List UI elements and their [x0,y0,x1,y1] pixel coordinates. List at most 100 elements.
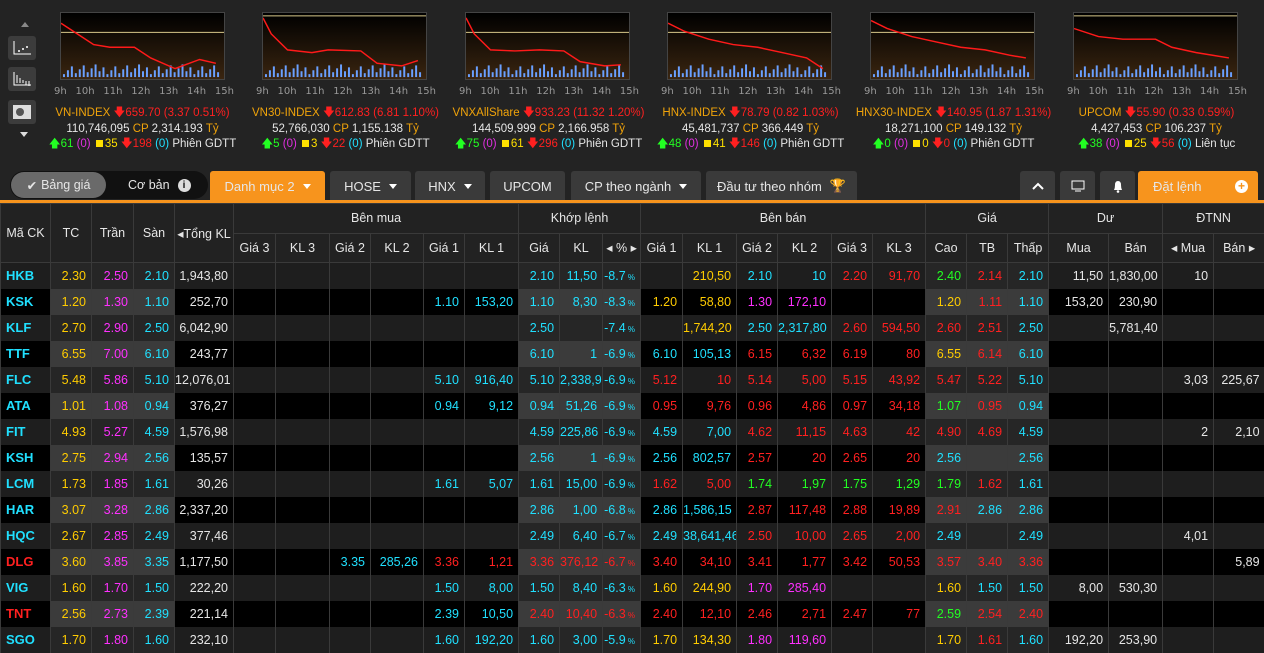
index-summary[interactable]: VN-INDEX 🡇659.70 (3.37 0.51%) 110,746,09… [40,106,245,153]
symbol-cell[interactable]: HKB [1,263,51,289]
symbol-cell[interactable]: KSK [1,289,51,315]
symbol-cell[interactable]: DLG [1,549,51,575]
subheader[interactable]: Giá 3 [832,233,873,263]
place-order-button[interactable]: Đặt lệnh+ [1138,171,1258,201]
volume-bar [213,65,215,77]
avg-cell: 4.69 [967,419,1008,445]
scroll-up-icon[interactable] [21,22,29,27]
subheader[interactable]: Giá 2 [330,233,371,263]
sell-vol-1-cell: 7,00 [683,419,737,445]
scroll-down-icon[interactable] [20,132,28,137]
subheader[interactable]: Mua [1049,233,1109,263]
index-mini-chart[interactable] [465,12,630,80]
subheader[interactable]: ◂ % ▸ [603,233,641,263]
tab-hnx[interactable]: HNX [415,171,485,201]
subheader[interactable]: Giá 2 [737,233,778,263]
layout-icon[interactable] [8,100,36,124]
subheader[interactable]: KL 2 [778,233,832,263]
tab-danh-mục-2[interactable]: Danh mục 2 [210,171,325,201]
subheader[interactable]: KL 3 [873,233,926,263]
subheader[interactable]: Giá 1 [424,233,465,263]
tab-upcom[interactable]: UPCOM [490,171,565,201]
subheader[interactable]: KL 3 [276,233,330,263]
tab-đầu-tư-theo-nhóm[interactable]: Đầu tư theo nhóm🏆 [706,171,857,201]
index-change: (0.33 0.59%) [1168,107,1234,119]
toggle-bang-gia[interactable]: ✔Bảng giá [11,172,106,198]
header-symbol[interactable]: Mã CK [1,204,51,263]
subheader[interactable]: ◂ Mua [1163,233,1214,263]
index-mini-chart[interactable] [262,12,427,80]
subheader[interactable]: KL 1 [465,233,519,263]
index-summary[interactable]: UPCOM 🡇55.90 (0.33 0.59%) 4,427,453 CP 1… [1054,106,1259,153]
subheader[interactable]: Bán ▸ [1214,233,1264,263]
session-label: Phiên GDTT [366,138,430,150]
index-summary[interactable]: HNX-INDEX 🡇78.79 (0.82 1.03%) 45,481,737… [648,106,853,153]
header-tran[interactable]: Trần [92,204,134,263]
fullscreen-button[interactable] [1060,171,1095,201]
subheader[interactable]: Giá [519,233,560,263]
symbol-cell[interactable]: FLC [1,367,51,393]
symbol-cell[interactable]: HAR [1,497,51,523]
symbol-cell[interactable]: TNT [1,601,51,627]
header-san[interactable]: Sàn [134,204,175,263]
ceiling-count: (0) [283,138,297,150]
symbol-cell[interactable]: TTF [1,341,51,367]
tab-cp-theo-ngành[interactable]: CP theo ngành [571,171,701,201]
sell-vol-3-cell [873,575,926,601]
symbol-cell[interactable]: LCM [1,471,51,497]
header-tc[interactable]: TC [51,204,92,263]
subheader[interactable]: KL 2 [371,233,424,263]
symbol-cell[interactable]: VIG [1,575,51,601]
scatter-chart-icon[interactable] [8,36,36,60]
volume-bar [1147,68,1149,77]
bar-chart-icon[interactable] [8,67,36,91]
subheader[interactable]: Giá 1 [641,233,683,263]
subheader[interactable]: TB [967,233,1008,263]
index-mini-chart[interactable] [667,12,832,80]
subheader[interactable]: Thấp [1008,233,1049,263]
notification-button[interactable] [1100,171,1135,201]
index-summary[interactable]: VN30-INDEX 🡇612.83 (6.81 1.10%) 52,766,0… [243,106,448,153]
index-summary[interactable]: HNX30-INDEX 🡇140.95 (1.87 1.31%) 18,271,… [851,106,1056,153]
subheader[interactable]: KL 1 [683,233,737,263]
tab-hose[interactable]: HOSE [330,171,411,201]
subheader[interactable]: Giá 3 [234,233,276,263]
index-mini-chart[interactable] [1073,12,1238,80]
symbol-cell[interactable]: FIT [1,419,51,445]
volume-bar [1183,65,1185,77]
symbol-cell[interactable]: HQC [1,523,51,549]
ceiling-count: (0) [483,138,497,150]
index-mini-chart[interactable] [60,12,225,80]
symbol-cell[interactable]: SGO [1,627,51,653]
buy-vol-2-cell [371,627,424,653]
index-mini-chart[interactable] [870,12,1035,80]
percent-sign: % [626,637,635,646]
subheader[interactable]: Bán [1109,233,1163,263]
symbol-cell[interactable]: KSH [1,445,51,471]
collapse-button[interactable] [1020,171,1055,201]
symbol-cell[interactable]: ATA [1,393,51,419]
header-total-volume[interactable]: ◂Tổng KL [175,204,234,263]
foreign-sell-cell: 225,67 [1214,367,1264,393]
subheader[interactable]: KL [560,233,603,263]
index-summary[interactable]: VNXAllShare 🡇933.23 (11.32 1.20%) 144,50… [446,106,651,153]
symbol-cell[interactable]: KLF [1,315,51,341]
subheader[interactable]: Cao [926,233,967,263]
